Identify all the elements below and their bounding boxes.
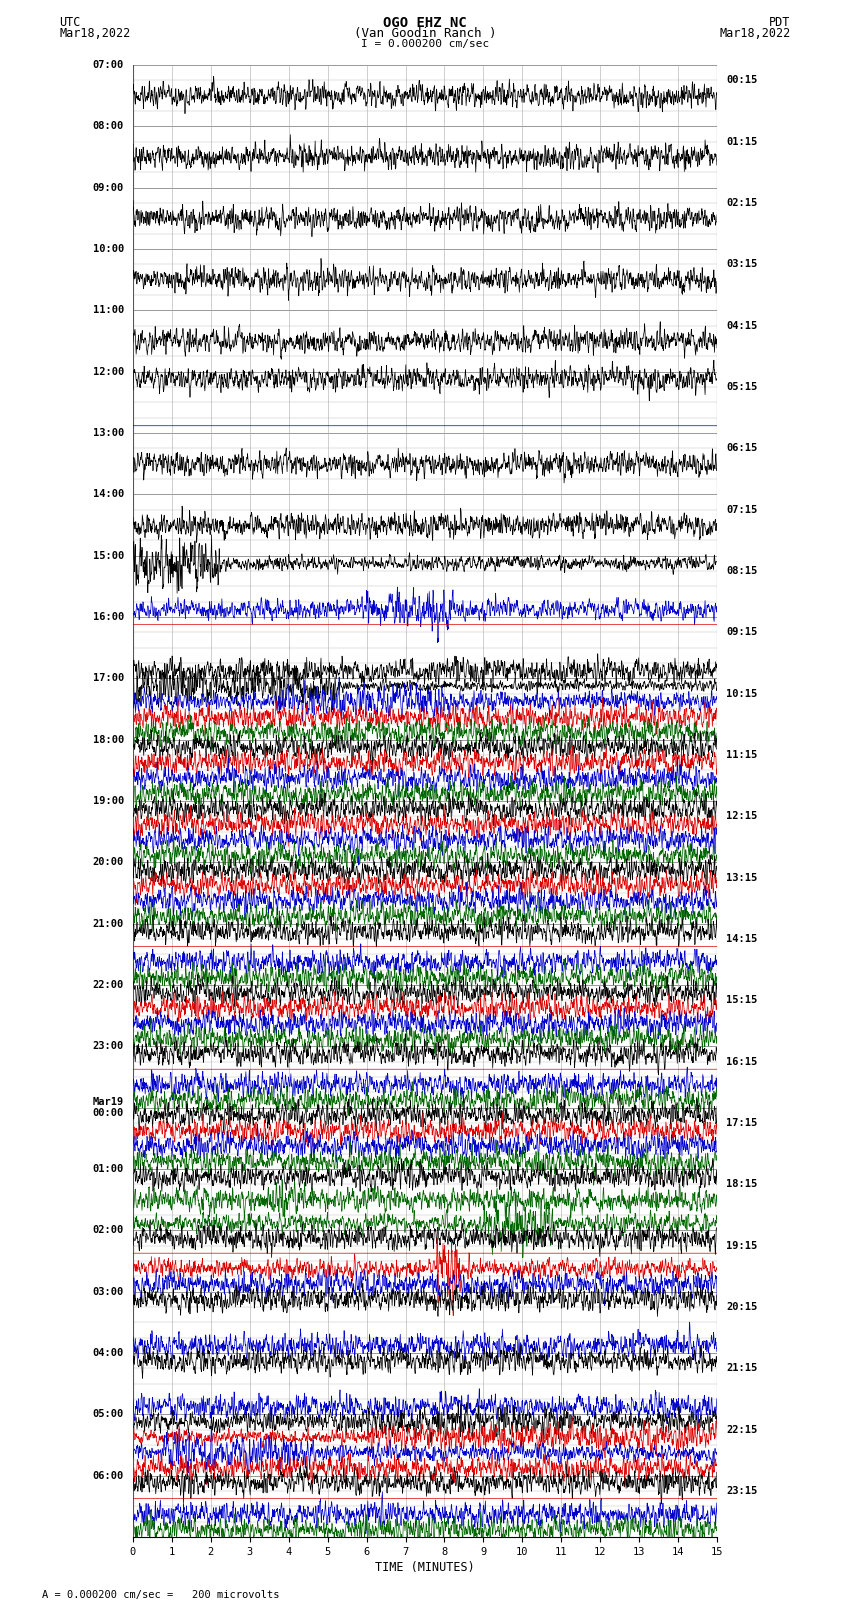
Text: 23:15: 23:15 [726,1486,757,1495]
Text: 18:00: 18:00 [93,734,124,745]
Text: 07:15: 07:15 [726,505,757,515]
Text: 11:00: 11:00 [93,305,124,316]
Text: 22:00: 22:00 [93,981,124,990]
Text: 21:15: 21:15 [726,1363,757,1373]
Text: 20:00: 20:00 [93,858,124,868]
Text: 14:00: 14:00 [93,489,124,500]
Text: 19:00: 19:00 [93,797,124,806]
Text: 18:15: 18:15 [726,1179,757,1189]
Text: 02:00: 02:00 [93,1226,124,1236]
Text: Mar18,2022: Mar18,2022 [719,27,791,40]
Text: 08:15: 08:15 [726,566,757,576]
Text: 01:15: 01:15 [726,137,757,147]
Text: 03:15: 03:15 [726,260,757,269]
Text: 15:15: 15:15 [726,995,757,1005]
Text: PDT: PDT [769,16,790,29]
Text: 22:15: 22:15 [726,1424,757,1434]
Text: 09:15: 09:15 [726,627,757,637]
Text: 09:00: 09:00 [93,182,124,194]
Text: 12:00: 12:00 [93,366,124,377]
Text: 04:00: 04:00 [93,1348,124,1358]
Text: A = 0.000200 cm/sec =   200 microvolts: A = 0.000200 cm/sec = 200 microvolts [42,1590,280,1600]
Text: 08:00: 08:00 [93,121,124,132]
Text: UTC: UTC [60,16,81,29]
Text: 14:15: 14:15 [726,934,757,944]
Text: 01:00: 01:00 [93,1165,124,1174]
Text: (Van Goodin Ranch ): (Van Goodin Ranch ) [354,27,496,40]
Text: Mar18,2022: Mar18,2022 [60,27,131,40]
Text: 19:15: 19:15 [726,1240,757,1250]
Text: 10:00: 10:00 [93,244,124,255]
Text: 20:15: 20:15 [726,1302,757,1311]
Text: 02:15: 02:15 [726,198,757,208]
Text: 15:00: 15:00 [93,550,124,561]
Text: I = 0.000200 cm/sec: I = 0.000200 cm/sec [361,39,489,48]
Text: 06:00: 06:00 [93,1471,124,1481]
Text: 06:15: 06:15 [726,444,757,453]
Text: 12:15: 12:15 [726,811,757,821]
Text: 10:15: 10:15 [726,689,757,698]
Text: 21:00: 21:00 [93,919,124,929]
Text: 13:15: 13:15 [726,873,757,882]
Text: 23:00: 23:00 [93,1042,124,1052]
Text: 17:15: 17:15 [726,1118,757,1127]
Text: 11:15: 11:15 [726,750,757,760]
Text: 00:15: 00:15 [726,76,757,85]
Text: 17:00: 17:00 [93,673,124,684]
Text: Mar19
00:00: Mar19 00:00 [93,1097,124,1118]
X-axis label: TIME (MINUTES): TIME (MINUTES) [375,1561,475,1574]
Text: 13:00: 13:00 [93,427,124,439]
Text: 16:00: 16:00 [93,611,124,623]
Text: 16:15: 16:15 [726,1057,757,1066]
Text: 05:00: 05:00 [93,1410,124,1419]
Text: 03:00: 03:00 [93,1287,124,1297]
Text: 04:15: 04:15 [726,321,757,331]
Text: OGO EHZ NC: OGO EHZ NC [383,16,467,31]
Text: 07:00: 07:00 [93,60,124,69]
Text: 05:15: 05:15 [726,382,757,392]
